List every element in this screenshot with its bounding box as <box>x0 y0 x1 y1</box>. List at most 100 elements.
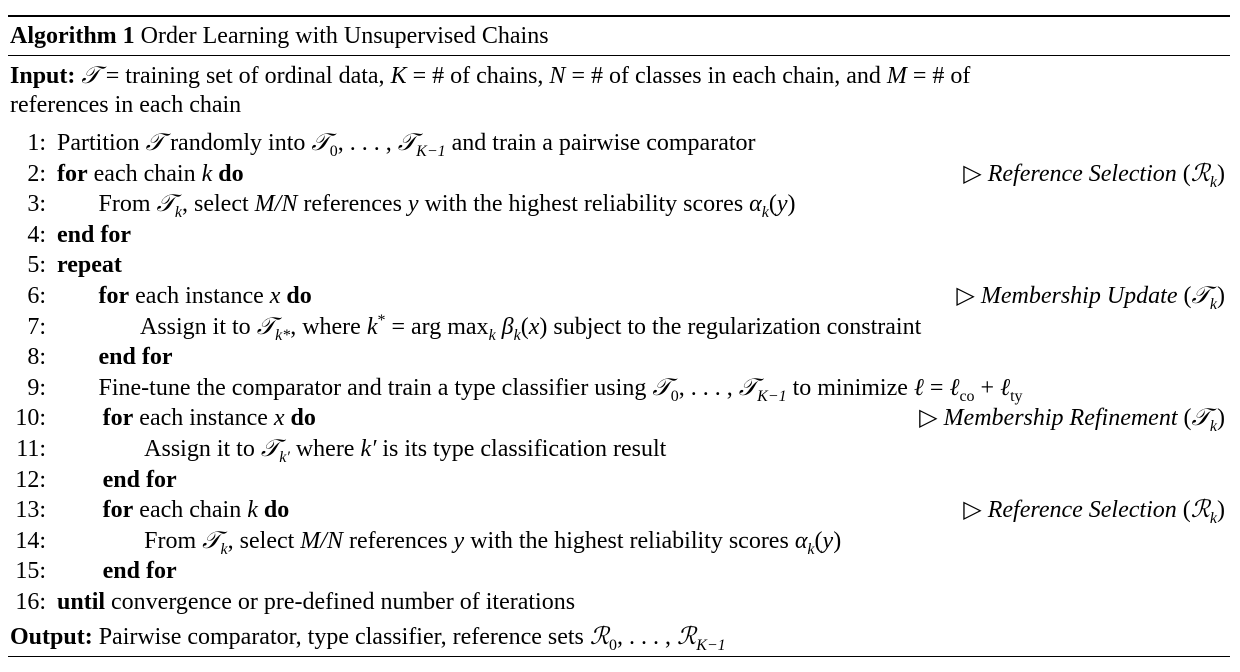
keyword: for <box>57 160 88 187</box>
keyword: end for <box>98 344 173 371</box>
text: ) <box>1217 160 1225 187</box>
bottom-rule <box>8 656 1230 657</box>
text: and train a pairwise comparator <box>445 130 756 156</box>
algorithm-step: for each chain k do <box>103 495 290 525</box>
keyword: end for <box>102 466 177 493</box>
text: Fine-tune the comparator and train a typ… <box>98 374 653 401</box>
math-symbol: ℓ <box>1000 374 1011 401</box>
text: ty <box>1010 387 1023 405</box>
text: each instance <box>129 283 270 309</box>
math-symbol: k* <box>275 326 291 344</box>
math-symbol: k <box>488 326 496 344</box>
keyword: for <box>102 405 134 432</box>
math-symbol: 𝒯 <box>256 313 276 340</box>
text: references <box>342 527 454 554</box>
math-symbol: k <box>247 497 258 524</box>
math-symbol: Reference Selection <box>987 160 1177 187</box>
math-symbol: k <box>761 203 769 221</box>
line-number: 1: <box>27 130 46 156</box>
text: 0 <box>329 142 338 160</box>
line-number: 10: <box>15 405 46 432</box>
text: , select <box>227 527 301 554</box>
text: each chain <box>133 497 248 524</box>
math-symbol: 𝒯 <box>202 527 221 554</box>
text: to minimize <box>786 374 914 401</box>
line-number: 8: <box>27 344 46 371</box>
text: ▷ <box>919 405 944 432</box>
line-number: 2: <box>27 160 46 187</box>
keyword: for <box>102 497 134 524</box>
step-comment: ▷ Membership Update (𝒯k) <box>956 281 1225 312</box>
math-symbol: k′ <box>279 448 290 466</box>
math-symbol: 𝒯 <box>145 130 165 156</box>
math-symbol: ℛ <box>1190 160 1210 187</box>
math-symbol: Membership Refinement <box>943 405 1178 432</box>
math-symbol: 𝒯 <box>1191 405 1210 432</box>
step-comment: ▷ Reference Selection (ℛk) <box>963 495 1225 527</box>
math-symbol: 𝒯 <box>260 436 280 462</box>
text: = # of <box>906 63 971 89</box>
math-symbol: k′ <box>360 436 377 462</box>
math-symbol: k <box>807 540 815 558</box>
math-symbol: y <box>776 191 788 218</box>
algorithm-step: end for <box>99 342 173 372</box>
step-comment: ▷ Reference Selection (ℛk) <box>963 159 1225 190</box>
text: ▷ <box>963 160 988 187</box>
text: where <box>289 436 361 462</box>
text: ▷ <box>963 497 988 524</box>
text: ) <box>1217 497 1225 524</box>
text: ( <box>520 313 529 340</box>
text: Assign it to <box>140 313 257 340</box>
algorithm-step: end for <box>57 220 131 250</box>
math-symbol: 𝒯 <box>311 130 330 156</box>
line-number: 4: <box>27 221 46 248</box>
text: randomly into <box>164 130 312 156</box>
text: each chain <box>87 160 202 187</box>
text: ) <box>787 191 796 218</box>
text: ▷ <box>956 283 981 309</box>
text: ( <box>1176 160 1191 187</box>
math-symbol: N <box>549 63 566 89</box>
input-line: Input: 𝒯 = training set of ordinal data,… <box>10 61 970 91</box>
math-symbol: 𝒯 <box>81 63 100 89</box>
text: = # of chains, <box>406 63 550 89</box>
text: Pairwise comparator, type classifier, re… <box>92 624 590 650</box>
text: , . . . , <box>617 624 678 650</box>
text: Order Learning with Unsupervised Chains <box>134 23 549 49</box>
math-symbol: x <box>273 405 285 432</box>
text: ) subject to the regularization constrai… <box>539 313 922 340</box>
text: references <box>297 191 408 218</box>
text: , select <box>182 191 255 218</box>
text: is its type classification result <box>376 436 667 462</box>
math-symbol: K−1 <box>416 142 446 160</box>
keyword: end for <box>57 221 131 248</box>
algorithm-step: end for <box>103 556 177 586</box>
math-symbol: k <box>174 203 183 221</box>
keyword: do <box>286 283 312 309</box>
math-symbol: k <box>1209 509 1217 527</box>
keyword: Input: <box>10 63 76 89</box>
math-symbol: K−1 <box>757 387 787 405</box>
text: = training set of ordinal data, <box>99 63 391 89</box>
math-symbol: y <box>407 191 419 218</box>
math-symbol: y <box>453 527 465 554</box>
title-rule <box>8 55 1230 56</box>
line-number: 14: <box>15 527 46 554</box>
text: = <box>923 374 950 401</box>
text: * <box>377 311 386 329</box>
text: references in each chain <box>10 92 242 118</box>
math-symbol: k <box>201 160 213 187</box>
text: , . . . , <box>678 374 739 401</box>
math-symbol: 𝒯 <box>397 130 417 156</box>
line-number: 16: <box>15 589 46 615</box>
input-line: references in each chain <box>10 90 241 120</box>
text: ) <box>1217 283 1225 309</box>
text: ( <box>1176 497 1191 524</box>
math-symbol: α <box>794 527 808 554</box>
algorithm-step: From 𝒯k, select M/N references y with th… <box>99 189 796 221</box>
text: 0 <box>670 387 679 405</box>
algorithm-step: Partition 𝒯 randomly into 𝒯0, . . . , 𝒯K… <box>57 128 756 160</box>
keyword: Output: <box>10 624 93 650</box>
math-symbol: 𝒯 <box>652 374 671 401</box>
